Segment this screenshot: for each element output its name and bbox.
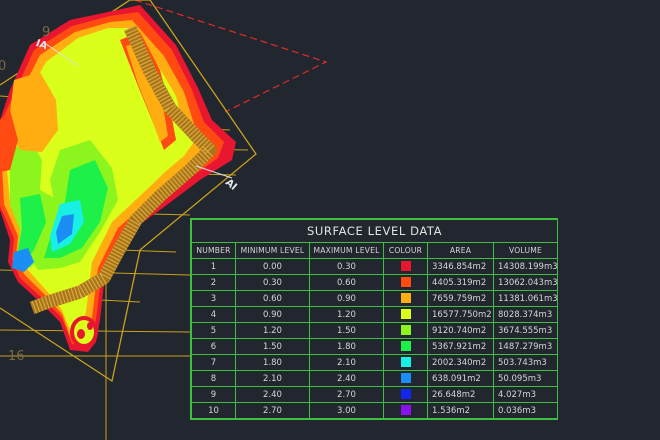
colour-swatch [400, 357, 411, 368]
cell-volume: 13062.043m3 [492, 274, 559, 291]
colour-swatch [400, 261, 411, 272]
legend-row: 1 0.00 0.30 3346.854m2 14308.199m3 [191, 258, 559, 275]
cell-number: 5 [191, 322, 236, 339]
legend-row: 4 0.90 1.20 16577.750m2 8028.374m3 [191, 306, 559, 323]
cell-colour [383, 322, 428, 339]
cell-colour [383, 338, 428, 355]
cell-colour [383, 306, 428, 323]
cell-maximum-level: 1.20 [309, 306, 384, 323]
cell-area: 4405.319m2 [427, 274, 494, 291]
legend-row: 2 0.30 0.60 4405.319m2 13062.043m3 [191, 274, 559, 291]
legend-rows: 1 0.00 0.30 3346.854m2 14308.199m3 2 0.30 0.60 4… [191, 258, 559, 419]
cell-number: 3 [191, 290, 236, 307]
cell-area: 9120.740m2 [427, 322, 494, 339]
colour-swatch [400, 309, 411, 320]
cell-volume: 11381.061m3 [492, 290, 559, 307]
cell-colour [383, 258, 428, 275]
colour-swatch [400, 277, 411, 288]
cell-number: 1 [191, 258, 236, 275]
cell-area: 2002.340m2 [427, 354, 494, 371]
legend-row: 6 1.50 1.80 5367.921m2 1487.279m3 [191, 338, 559, 355]
legend-row: 3 0.60 0.90 7659.759m2 11381.061m3 [191, 290, 559, 307]
header-colour: COLOUR [383, 242, 428, 259]
cell-colour [383, 386, 428, 403]
header-maximum-level: MAXIMUM LEVEL [309, 242, 384, 259]
cell-maximum-level: 1.50 [309, 322, 384, 339]
cell-volume: 503.743m3 [492, 354, 559, 371]
cell-area: 26.648m2 [427, 386, 494, 403]
cell-number: 8 [191, 370, 236, 387]
cell-number: 6 [191, 338, 236, 355]
colour-swatch [400, 373, 411, 384]
colour-swatch [400, 341, 411, 352]
grid-marker-bottom: 16 [8, 349, 25, 364]
cell-minimum-level: 1.20 [235, 322, 310, 339]
colour-swatch [400, 389, 411, 400]
legend-row: 7 1.80 2.10 2002.340m2 503.743m3 [191, 354, 559, 371]
cell-colour [383, 402, 428, 419]
header-volume: VOLUME [492, 242, 559, 259]
cell-volume: 1487.279m3 [492, 338, 559, 355]
header-area: AREA [427, 242, 494, 259]
cell-colour [383, 370, 428, 387]
cell-maximum-level: 2.40 [309, 370, 384, 387]
cell-maximum-level: 2.70 [309, 386, 384, 403]
cell-colour [383, 354, 428, 371]
header-number: NUMBER [191, 242, 236, 259]
legend-row: 8 2.10 2.40 638.091m2 50.095m3 [191, 370, 559, 387]
legend-title: SURFACE LEVEL DATA [190, 219, 559, 243]
cell-minimum-level: 2.10 [235, 370, 310, 387]
cell-volume: 14308.199m3 [492, 258, 559, 275]
cell-number: 10 [191, 402, 236, 419]
cell-maximum-level: 0.60 [309, 274, 384, 291]
cell-number: 9 [191, 386, 236, 403]
boundary-dashed-line [134, 0, 328, 113]
colour-swatch [400, 325, 411, 336]
grid-marker-left: 0 [0, 59, 6, 74]
cell-colour [383, 290, 428, 307]
cell-maximum-level: 0.90 [309, 290, 384, 307]
cell-maximum-level: 0.30 [309, 258, 384, 275]
cell-area: 5367.921m2 [427, 338, 494, 355]
cell-number: 2 [191, 274, 236, 291]
legend-row: 9 2.40 2.70 26.648m2 4.027m3 [191, 386, 559, 403]
cell-number: 4 [191, 306, 236, 323]
cell-maximum-level: 3.00 [309, 402, 384, 419]
cell-area: 16577.750m2 [427, 306, 494, 323]
cell-number: 7 [191, 354, 236, 371]
cell-volume: 4.027m3 [492, 386, 559, 403]
cell-minimum-level: 2.40 [235, 386, 310, 403]
cell-area: 3346.854m2 [427, 258, 494, 275]
cell-volume: 8028.374m3 [492, 306, 559, 323]
cell-area: 1.536m2 [427, 402, 494, 419]
cell-maximum-level: 2.10 [309, 354, 384, 371]
cell-area: 638.091m2 [427, 370, 494, 387]
cell-colour [383, 274, 428, 291]
colour-swatch [400, 293, 411, 304]
cell-minimum-level: 0.90 [235, 306, 310, 323]
cell-volume: 0.036m3 [492, 402, 559, 419]
cell-volume: 3674.555m3 [492, 322, 559, 339]
grid-marker-top: 9 [42, 25, 50, 40]
site-outline [0, 0, 257, 383]
cell-minimum-level: 0.00 [235, 258, 310, 275]
cell-minimum-level: 0.60 [235, 290, 310, 307]
cell-minimum-level: 1.80 [235, 354, 310, 371]
legend-row: 10 2.70 3.00 1.536m2 0.036m3 [191, 402, 559, 419]
section-line [45, 43, 233, 179]
section-label-left: IA [34, 38, 49, 52]
cell-minimum-level: 0.30 [235, 274, 310, 291]
cell-area: 7659.759m2 [427, 290, 494, 307]
surface-level-legend: SURFACE LEVEL DATA NUMBER MINIMUM LEVEL … [190, 218, 559, 420]
header-minimum-level: MINIMUM LEVEL [235, 242, 310, 259]
cell-maximum-level: 1.80 [309, 338, 384, 355]
cell-volume: 50.095m3 [492, 370, 559, 387]
cell-minimum-level: 1.50 [235, 338, 310, 355]
cell-minimum-level: 2.70 [235, 402, 310, 419]
colour-swatch [400, 405, 411, 416]
legend-row: 5 1.20 1.50 9120.740m2 3674.555m3 [191, 322, 559, 339]
